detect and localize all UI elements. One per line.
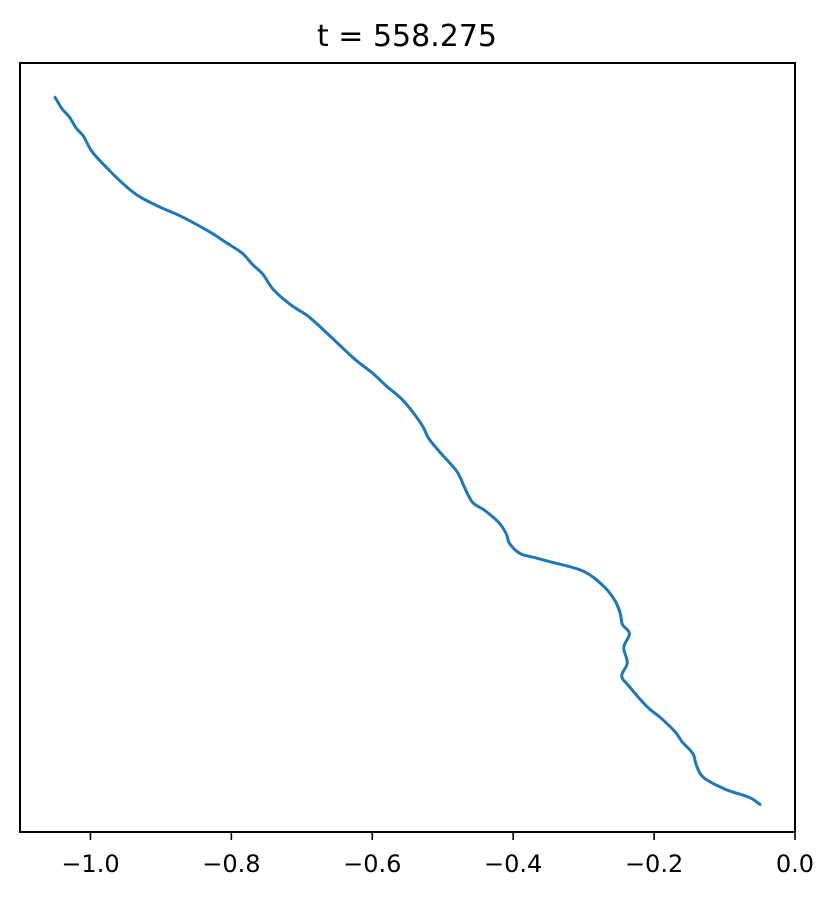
- chart-title: t = 558.275: [317, 19, 497, 54]
- x-tick-label: −0.6: [343, 850, 401, 878]
- x-tick-label: −0.2: [625, 850, 683, 878]
- plot-layer: [53, 95, 762, 807]
- x-tick-label: −0.8: [202, 850, 260, 878]
- series-line-0: [53, 95, 762, 807]
- x-axis: −1.0 −0.8 −0.6 −0.4 −0.2 0.0: [61, 832, 814, 878]
- x-tick-label: 0.0: [776, 850, 814, 878]
- x-tick-label: −1.0: [61, 850, 119, 878]
- plot-frame: [19, 62, 796, 833]
- x-tick-label: −0.4: [484, 850, 542, 878]
